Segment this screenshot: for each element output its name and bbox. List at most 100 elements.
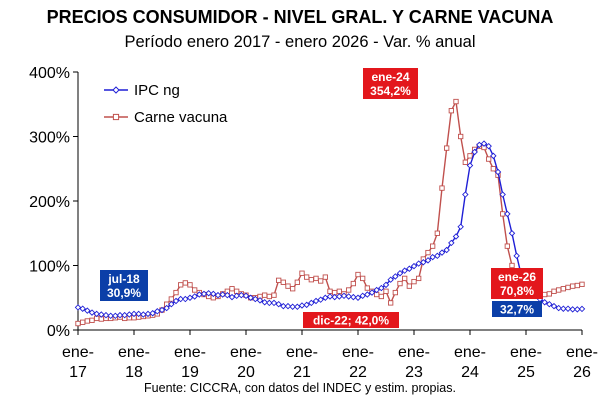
callout-jul-18-line1: jul-18 — [107, 272, 140, 286]
carne-vacuna-point — [280, 279, 286, 285]
ipc-ng-point — [392, 273, 399, 280]
ipc-ng-point — [578, 305, 586, 313]
ipc-ng-point — [471, 148, 478, 156]
ipc-ng-point — [560, 305, 567, 312]
x-tick-label: ene- — [62, 344, 94, 361]
ipc-ng-point — [420, 259, 427, 266]
ipc-ng-point — [354, 294, 362, 301]
ipc-ng-point — [224, 291, 231, 299]
ipc-ng-point — [466, 162, 474, 169]
carne-vacuna-point — [285, 283, 291, 289]
callout-ene-24-line1: ene-24 — [371, 70, 409, 84]
ipc-ng-point — [317, 296, 324, 303]
ipc-ng-point — [480, 140, 488, 147]
ipc-ng-point — [368, 289, 376, 296]
x-tick-label-year: 21 — [293, 364, 311, 381]
ipc-ng-point — [387, 276, 394, 283]
carne-vacuna-point — [294, 279, 300, 285]
x-tick-label: ene- — [398, 344, 430, 361]
callout-ene-24-box — [363, 68, 418, 99]
carne-vacuna-point — [192, 287, 198, 293]
carne-vacuna-point — [490, 166, 496, 172]
callout-ipc-last-box — [492, 301, 542, 317]
ipc-ng-point — [340, 292, 348, 300]
carne-vacuna-point — [467, 153, 473, 159]
carne-vacuna-point — [574, 282, 580, 289]
carne-vacuna-point — [416, 275, 422, 282]
ipc-ng-point — [401, 267, 408, 274]
ipc-ng-point — [93, 310, 100, 318]
carne-vacuna-point — [327, 288, 333, 294]
ipc-ng-point — [270, 299, 278, 307]
ipc-ng-point — [499, 191, 506, 198]
ipc-ng-point — [448, 239, 455, 247]
ipc-ng-point — [336, 293, 343, 300]
ipc-ng-point — [261, 299, 268, 306]
ipc-ng-point — [280, 302, 287, 310]
ipc-ng-point — [564, 305, 572, 312]
callout-ipc-last: 32,7% — [492, 301, 542, 317]
carne-vacuna-point — [546, 291, 552, 297]
carne-vacuna-point — [486, 156, 492, 162]
carne-vacuna-point — [383, 288, 389, 294]
x-tick-label: ene- — [230, 344, 262, 361]
ipc-ng-point — [186, 294, 194, 301]
ipc-ng-point — [238, 291, 245, 299]
ipc-ng-point — [107, 312, 114, 320]
carne-vacuna-point — [439, 185, 445, 191]
ipc-ng-point — [322, 294, 329, 301]
ipc-ng-point — [84, 307, 91, 314]
callout-ene-26-line1: ene-26 — [498, 270, 536, 284]
x-tick-label: ene- — [174, 344, 206, 361]
x-tick-label: ene- — [342, 344, 374, 361]
ipc-ng-point — [373, 286, 380, 294]
ipc-ng-point — [228, 293, 236, 301]
x-tick-label-year: 20 — [237, 364, 255, 381]
legend-carne-marker — [112, 113, 120, 121]
callout-dic-22: dic-22; 42,0% — [303, 312, 399, 328]
ipc-ng-point — [508, 230, 516, 237]
ipc-ng-point — [154, 308, 161, 315]
carne-vacuna-point — [187, 282, 193, 288]
ipc-ng-point — [555, 304, 562, 312]
carne-vacuna-point — [448, 108, 454, 114]
carne-vacuna-point — [266, 293, 272, 300]
chart-subtitle: Período enero 2017 - enero 2026 - Var. %… — [124, 33, 476, 51]
ipc-ng-point — [406, 265, 413, 272]
ipc-ng-point — [452, 233, 460, 240]
ipc-ng-point — [378, 284, 385, 292]
x-tick-label-year: 24 — [461, 364, 479, 381]
carne-vacuna-point — [89, 317, 95, 323]
ipc-ng-point — [550, 302, 558, 310]
carne-vacuna-point — [80, 319, 86, 325]
ipc-ng-point — [424, 257, 432, 264]
y-tick-label: 200% — [29, 194, 70, 211]
carne-vacuna-point — [579, 281, 585, 287]
ipc-ng-point — [182, 295, 189, 303]
ipc-ng-point — [546, 300, 553, 308]
ipc-ng-point — [284, 302, 292, 310]
carne-vacuna-point — [360, 275, 366, 282]
carne-vacuna-point — [551, 288, 557, 294]
carne-vacuna-point — [453, 98, 459, 105]
ipc-ng-point — [462, 191, 469, 198]
ipc-ng-point — [79, 305, 86, 312]
ipc-ng-point — [326, 293, 334, 300]
x-tick-label: ene- — [118, 344, 150, 361]
carne-vacuna-point — [406, 283, 412, 289]
ipc-ng-point — [74, 304, 82, 311]
ipc-ng-point — [415, 260, 422, 267]
ipc-ng-point — [247, 294, 254, 301]
ipc-ng-point — [294, 303, 301, 311]
carne-vacuna-point — [392, 289, 398, 296]
carne-vacuna-point — [75, 320, 81, 327]
ipc-ng-point — [443, 246, 450, 254]
carne-vacuna-point — [425, 249, 431, 256]
legend-ipc-marker — [112, 86, 120, 94]
source-note: Fuente: CICCRA, con datos del INDEC y es… — [144, 381, 456, 395]
x-tick-label: ene- — [566, 344, 598, 361]
